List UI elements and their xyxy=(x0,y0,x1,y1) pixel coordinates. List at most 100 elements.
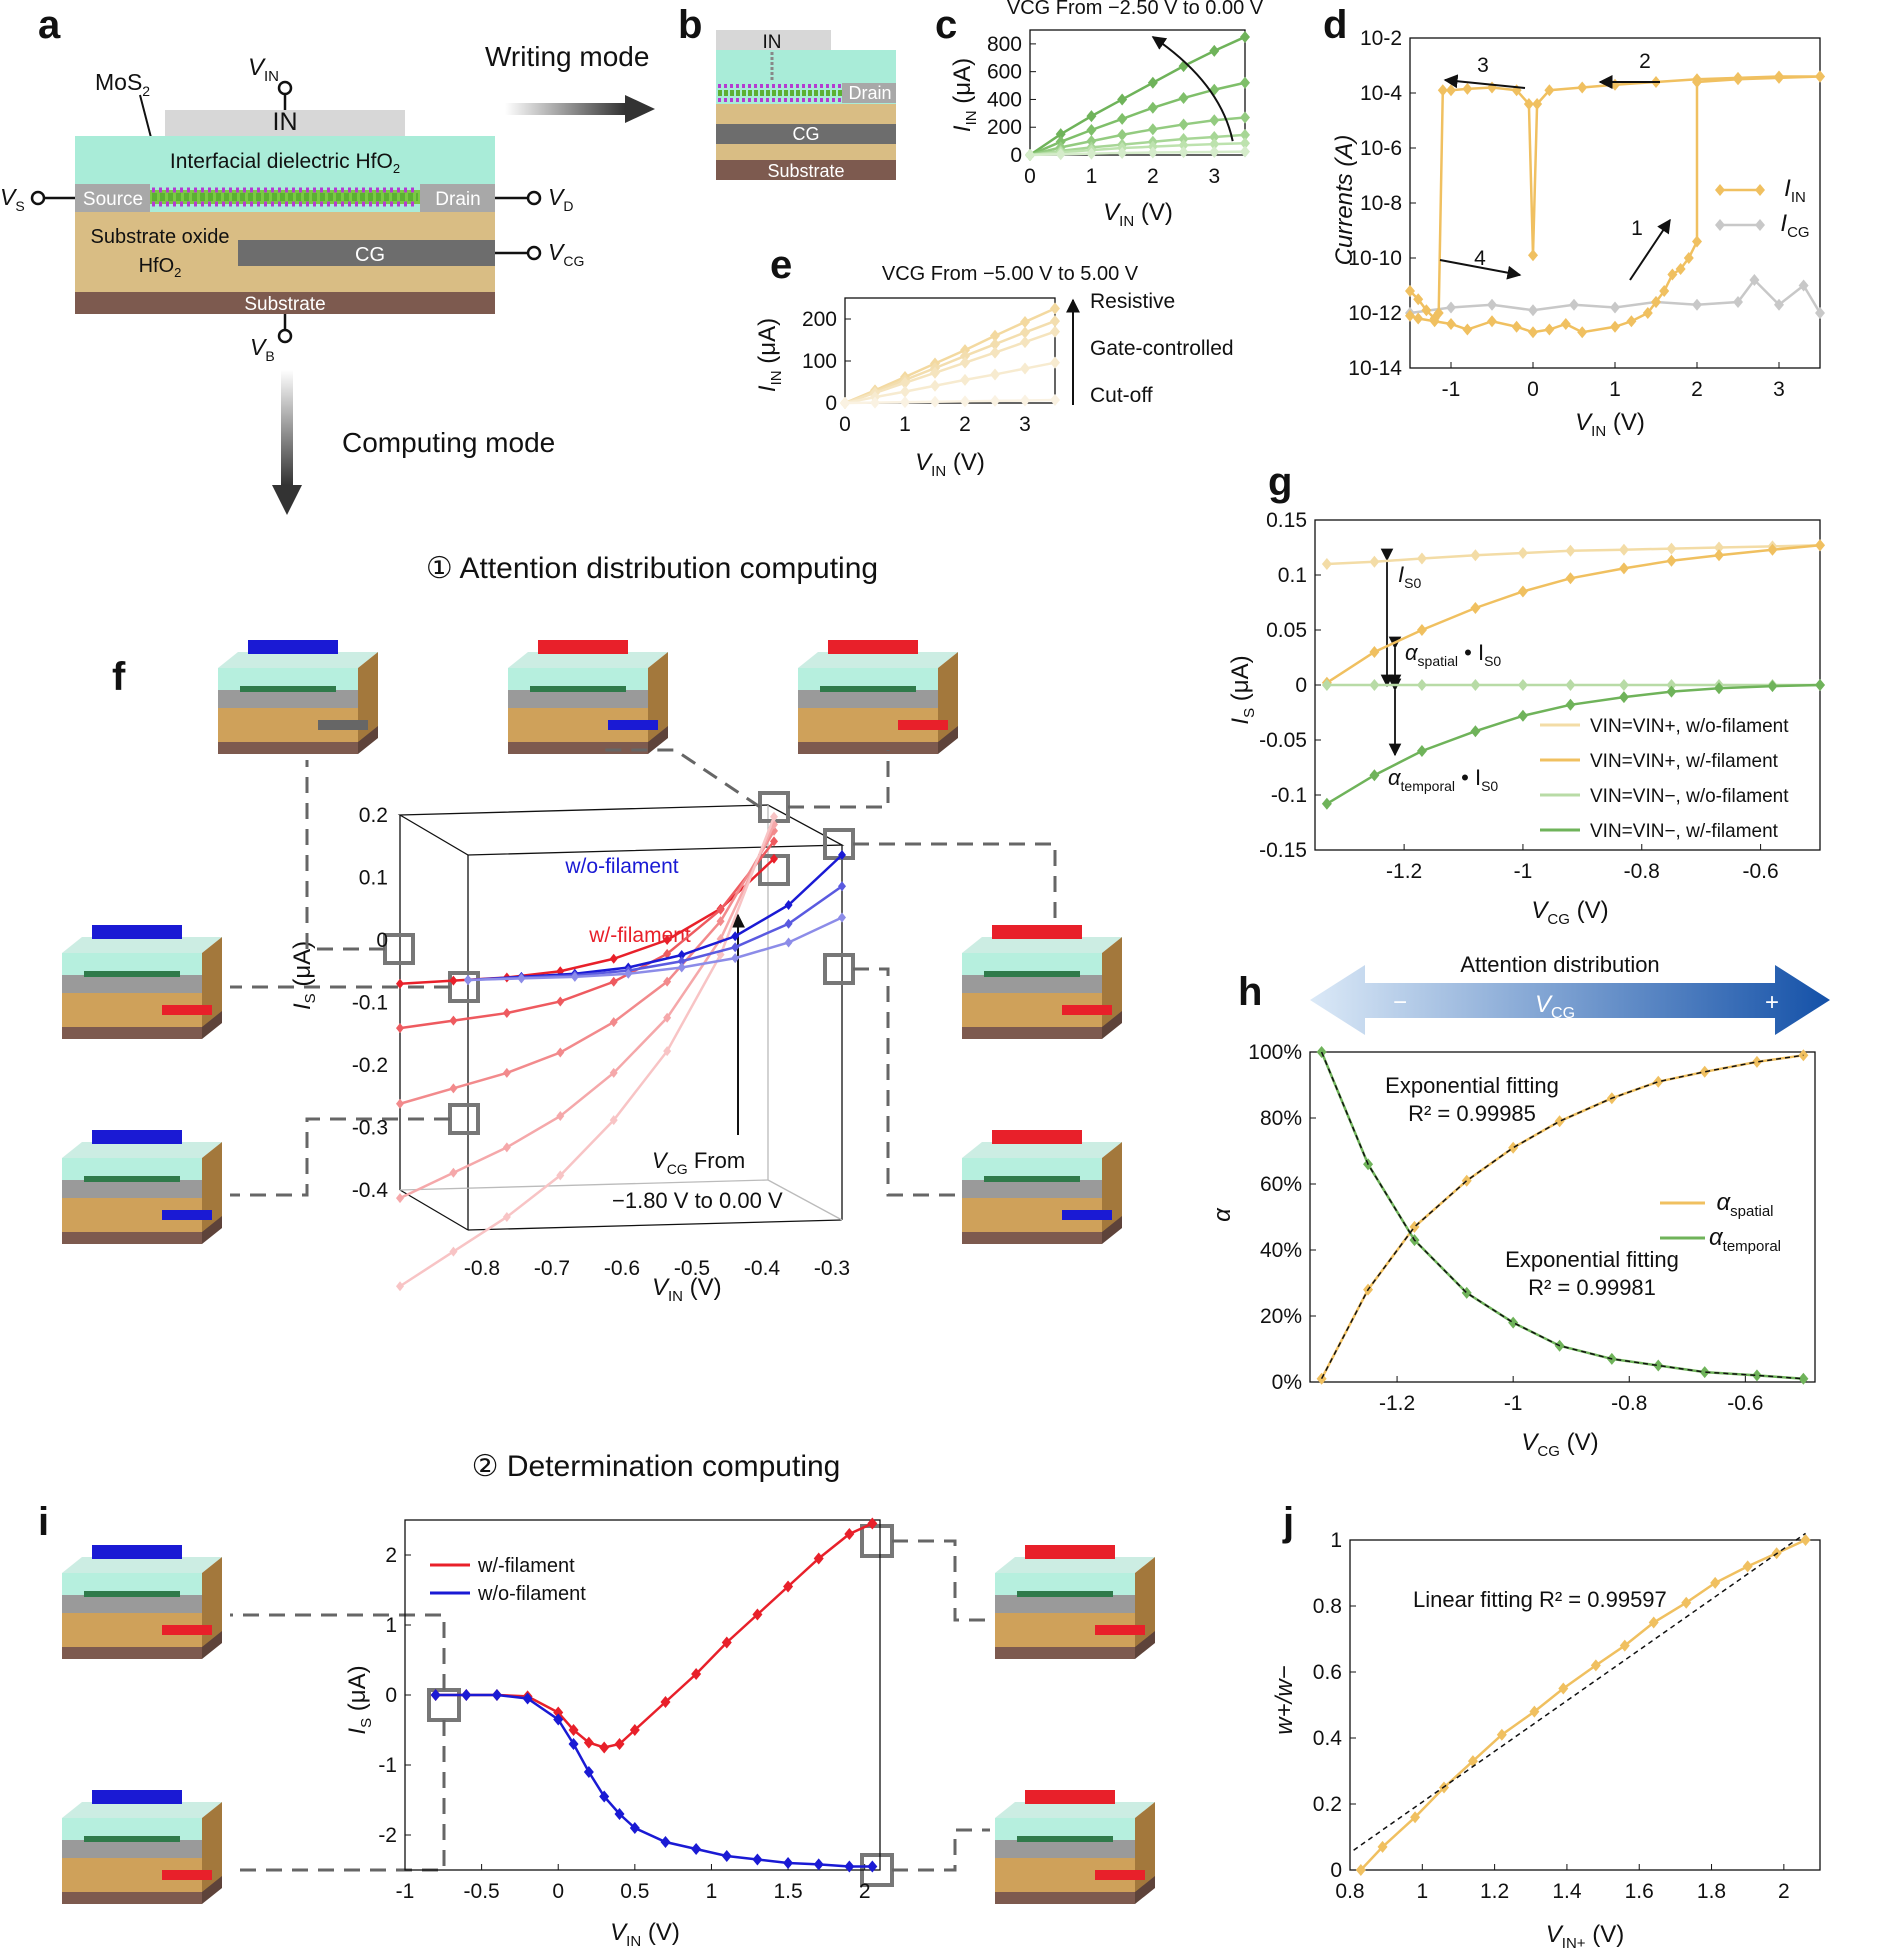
d-ytick-label: 10-14 xyxy=(1348,357,1402,380)
j-point xyxy=(1742,1560,1753,1573)
c-series-V_CG=0.00 xyxy=(1029,35,1246,157)
panel-label-d: d xyxy=(1323,3,1347,47)
j-point xyxy=(1648,1616,1659,1629)
e-point xyxy=(960,349,970,362)
h-point xyxy=(1508,1141,1519,1154)
g-point xyxy=(1321,679,1332,691)
i-point xyxy=(614,1808,625,1820)
j-axes-frame xyxy=(1349,1539,1821,1871)
d-point xyxy=(1405,285,1415,297)
c-point xyxy=(1178,92,1189,105)
thumb-i-right-1 xyxy=(995,1545,1155,1659)
j-point xyxy=(1529,1705,1540,1718)
c-point xyxy=(1117,128,1128,141)
in-label: IN xyxy=(273,108,298,136)
d-legend-icg: ICG xyxy=(1780,210,1809,241)
e-title: VCG From −5.00 V to 5.00 V xyxy=(882,263,1139,285)
g-point xyxy=(1470,549,1481,562)
f-point xyxy=(838,850,846,860)
d-point xyxy=(1659,285,1670,297)
f-vcg-range: −1.80 V to 0.00 V xyxy=(612,1188,783,1213)
c-point xyxy=(1209,145,1220,158)
f-point xyxy=(677,962,686,973)
h-ytick-label: 20% xyxy=(1260,1305,1302,1328)
substrate-layer xyxy=(75,292,495,314)
panel-label-i: i xyxy=(38,1500,49,1544)
c-point xyxy=(1178,133,1189,146)
thumb-f-right-1 xyxy=(962,925,1122,1039)
f-vcg-label: VCG From xyxy=(652,1148,745,1177)
i-xtick-label: -1 xyxy=(396,1880,415,1903)
h-point xyxy=(1554,1115,1565,1128)
c-point xyxy=(1055,148,1066,161)
d-point xyxy=(1487,298,1497,311)
f-point xyxy=(396,1023,404,1034)
f-point xyxy=(770,836,778,847)
h-banner-plus: + xyxy=(1765,989,1779,1016)
f-series-w-filament-0 xyxy=(399,857,775,985)
e-ylabel: IIN (μA) xyxy=(754,318,785,392)
f-ylabel: IS (μA) xyxy=(289,941,319,1010)
i-xtick-label: 1 xyxy=(706,1880,718,1903)
i-xtick-label: -0.5 xyxy=(464,1880,500,1903)
g-point xyxy=(1565,544,1576,557)
h-xlabel: VCG (V) xyxy=(1521,1429,1598,1460)
substrate-oxide-label: Substrate oxide xyxy=(91,226,230,248)
i-point xyxy=(783,1580,794,1593)
c-point xyxy=(1086,147,1097,160)
thumb-i-left-2 xyxy=(62,1790,222,1904)
i-point xyxy=(461,1689,472,1701)
f-series-wo-filament-2 xyxy=(467,916,843,982)
f-point xyxy=(517,973,526,984)
d-point xyxy=(1610,78,1620,91)
h-axes-frame xyxy=(1309,1051,1816,1383)
d-point xyxy=(1755,184,1765,196)
h-legend-entry: αtemporal xyxy=(1709,1224,1781,1255)
d-point xyxy=(1715,219,1725,231)
f-point xyxy=(716,916,725,927)
j-xtick-label: 1.8 xyxy=(1697,1880,1726,1903)
f-point xyxy=(663,948,672,959)
e-point xyxy=(1020,315,1030,328)
f-point xyxy=(396,1281,404,1292)
j-point xyxy=(1619,1639,1630,1652)
d-point xyxy=(1544,84,1555,97)
e-ytick-label: 0 xyxy=(825,392,837,415)
f-xtick-label: -0.6 xyxy=(604,1257,640,1280)
g-point xyxy=(1618,691,1629,704)
h-fit2-curve xyxy=(1320,1051,1804,1380)
d-arrow-label-3: 3 xyxy=(1477,54,1489,77)
j-ytick-label: 1 xyxy=(1330,1529,1342,1552)
i-point xyxy=(553,1706,564,1719)
c-point xyxy=(1147,146,1158,159)
g-point xyxy=(1815,539,1825,552)
h-banner-title: Attention distribution xyxy=(1460,952,1659,977)
f-point xyxy=(716,904,725,915)
h-ytick-label: 60% xyxy=(1260,1173,1302,1196)
substrate-label: Substrate xyxy=(244,294,325,315)
f-point xyxy=(770,811,778,822)
f-point xyxy=(731,931,740,942)
g-series-s0 xyxy=(1326,544,1821,566)
i-legend-entry: w/o-filament xyxy=(477,1583,586,1605)
c-point xyxy=(1178,139,1189,152)
c-xtick-label: 0 xyxy=(1024,165,1036,188)
g-legend-entry: VIN=VIN+, w/o-filament xyxy=(1590,716,1789,737)
f-point xyxy=(663,935,672,945)
g-point xyxy=(1767,680,1778,693)
g-spatial-label: αspatial • IS0 xyxy=(1405,640,1501,669)
j-point xyxy=(1590,1659,1601,1672)
f-point xyxy=(502,1067,511,1078)
d-legend-iin: IIN xyxy=(1784,175,1806,206)
e-point xyxy=(990,346,1000,359)
panel-label-a: a xyxy=(38,3,61,47)
d-ytick-label: 10-12 xyxy=(1348,302,1402,325)
d-point xyxy=(1692,298,1702,311)
v-in-label: VIN xyxy=(248,54,279,85)
d-point xyxy=(1560,318,1571,330)
c-point xyxy=(1086,135,1097,148)
i-point xyxy=(691,1843,702,1855)
j-point xyxy=(1800,1534,1811,1546)
g-legend-entry: VIN=VIN−, w/-filament xyxy=(1590,821,1779,842)
